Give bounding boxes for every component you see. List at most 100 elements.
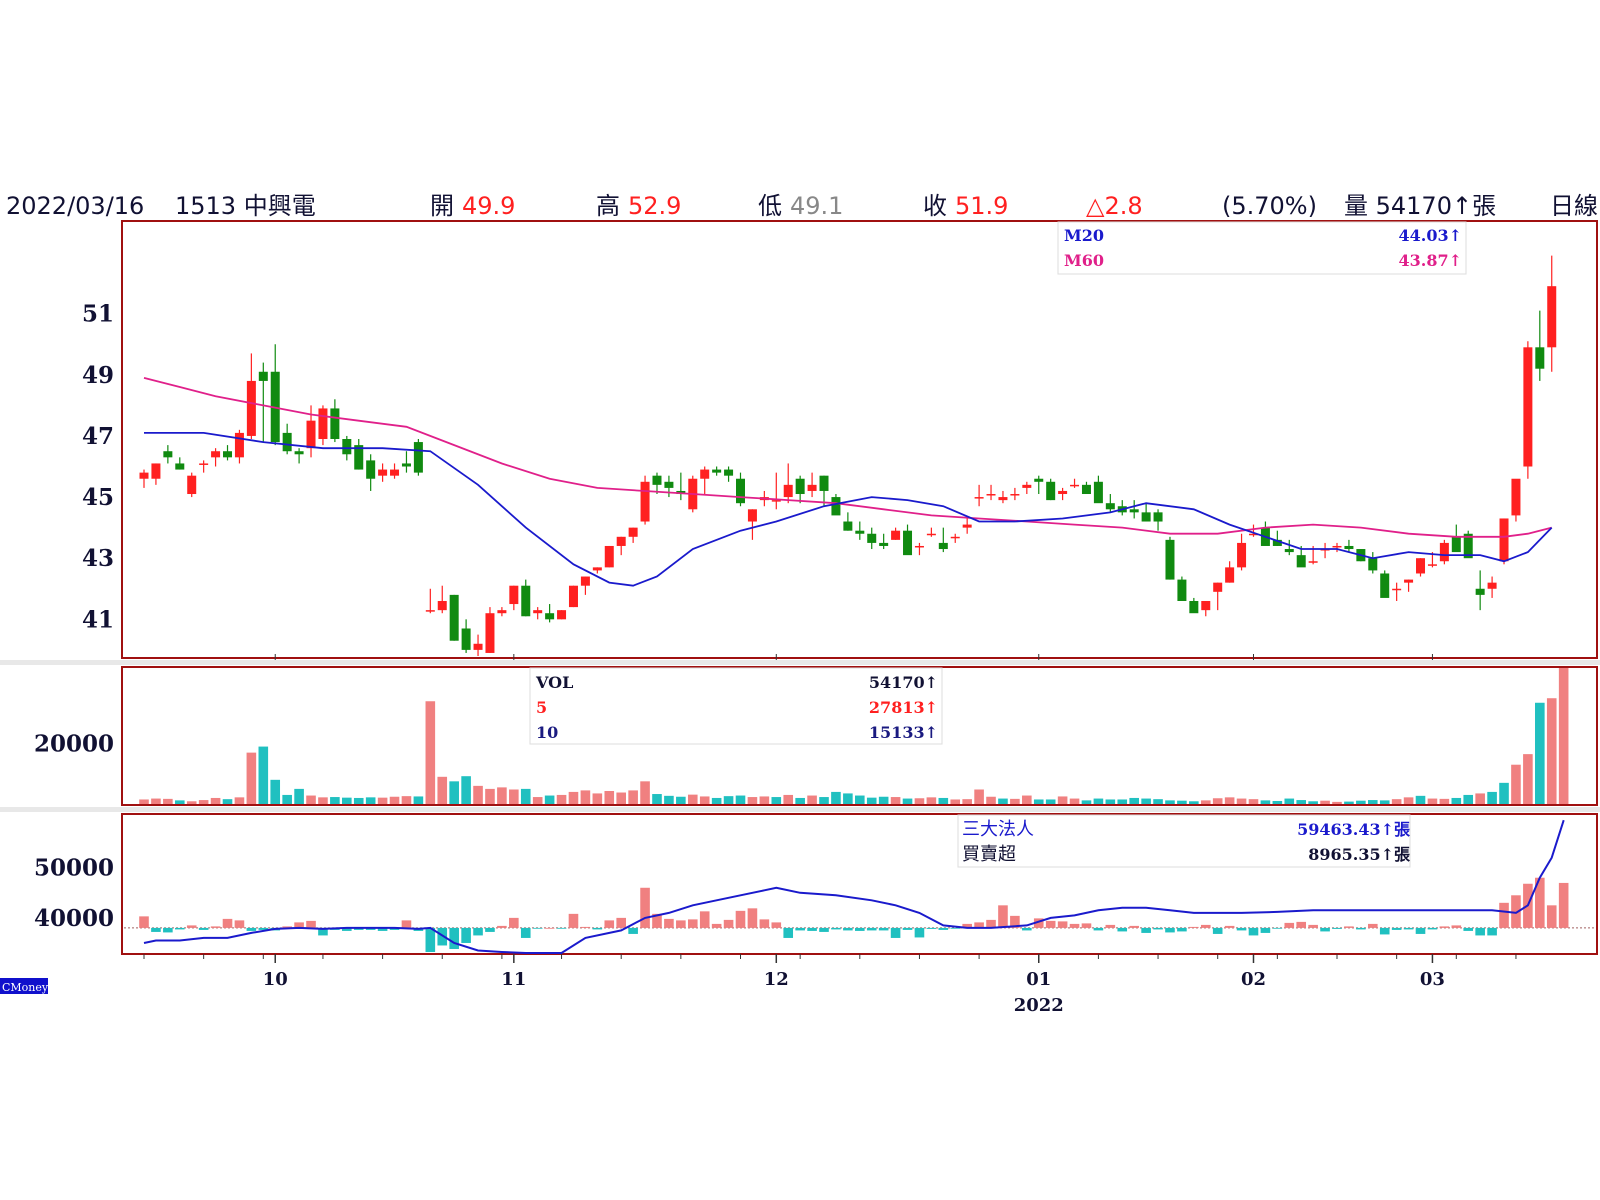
institution-bar <box>699 911 710 928</box>
volume-bar <box>556 794 567 804</box>
candle-body <box>509 585 519 605</box>
institution-bar <box>1403 927 1414 930</box>
candle-body <box>1272 539 1282 546</box>
candle-body <box>926 533 936 536</box>
volume-bar <box>914 798 925 804</box>
volume-bar <box>592 793 603 804</box>
institution-bar <box>652 913 662 928</box>
candle-body <box>1010 494 1020 496</box>
institution-bar-label: 買賣超 <box>962 844 1016 865</box>
x-tick-label: 12 <box>764 969 789 990</box>
volume-bar <box>974 789 984 804</box>
volume-bar <box>520 788 531 804</box>
volume-bar <box>461 776 471 804</box>
institution-bar <box>318 927 328 936</box>
volume-bar <box>878 796 889 804</box>
stock-name: 1513 中興電 <box>175 192 316 220</box>
candle-body <box>1022 484 1032 488</box>
candle-body <box>938 542 948 550</box>
m20-label: M20 <box>1064 226 1104 245</box>
institution-bar <box>628 927 638 934</box>
candle-body <box>1475 588 1485 595</box>
institution-bar <box>1499 902 1509 928</box>
institution-bar <box>855 927 865 931</box>
volume-bar <box>1403 797 1414 804</box>
candle-body <box>425 610 435 612</box>
volume-bar <box>449 781 459 804</box>
volume-bar <box>1010 798 1020 804</box>
institution-bar <box>711 923 722 928</box>
price-tick-label: 41 <box>82 606 114 633</box>
institution-bar <box>878 927 889 931</box>
vol-value: 54170↑ <box>869 673 938 692</box>
volume-bar <box>186 801 197 804</box>
price-plot: 41 43 45 47 49 51 <box>82 255 1557 656</box>
ma5-label: 5 <box>536 698 547 717</box>
candle-body <box>1392 588 1402 591</box>
institution-bar <box>1356 927 1366 930</box>
volume-bar <box>532 797 543 804</box>
candle-body <box>139 472 149 479</box>
volume-legend: VOL 54170↑ 5 27813↑ 10 15133↑ <box>529 667 943 745</box>
candle-body <box>1523 347 1533 467</box>
candle-body <box>962 524 972 528</box>
institution-bar <box>198 927 209 930</box>
candle-body <box>1248 533 1258 536</box>
candle-body <box>1416 558 1426 574</box>
candle-body <box>533 610 543 614</box>
institution-bar <box>1391 927 1402 930</box>
volume-bar <box>401 796 412 804</box>
volume-bar <box>1224 797 1235 804</box>
institution-bar <box>437 927 448 946</box>
candle-body <box>1427 564 1437 566</box>
institution-bar <box>616 917 626 928</box>
institution-bar <box>938 927 949 930</box>
candle-body <box>282 432 292 452</box>
institution-bar <box>866 927 877 931</box>
m60-line <box>143 377 1552 538</box>
open-value: 49.9 <box>462 192 515 220</box>
x-tick-label: 11 <box>501 969 526 990</box>
candle-body <box>211 451 221 458</box>
volume-bar <box>1200 800 1211 804</box>
volume-bar <box>342 797 352 804</box>
institution-bar <box>282 926 292 928</box>
institution-bar <box>592 927 603 930</box>
candle-body <box>1499 518 1509 562</box>
volume-bar <box>1487 791 1497 804</box>
x-tick-label: 02 <box>1241 969 1266 990</box>
volume-bar <box>1045 799 1056 804</box>
volume-bar <box>294 788 304 804</box>
institution-bar <box>497 925 507 928</box>
institution-bar <box>1558 882 1569 928</box>
ma10-label: 10 <box>536 723 558 742</box>
institution-bar <box>544 927 555 929</box>
volume-bar <box>652 794 662 804</box>
candle-body <box>1344 545 1354 550</box>
volume-bar <box>676 796 686 804</box>
institution-bar <box>461 927 471 943</box>
m60-value: 43.87↑ <box>1398 251 1462 270</box>
candle-body <box>199 463 209 465</box>
institution-bar <box>1189 926 1199 928</box>
institution-line <box>143 819 1565 954</box>
institution-bar <box>1105 924 1116 928</box>
institution-bar <box>771 922 782 928</box>
volume-bar <box>509 789 519 804</box>
institution-bar <box>1093 927 1104 931</box>
volume-bar <box>1320 800 1330 804</box>
candle-body <box>151 463 161 479</box>
candle-body <box>914 545 924 548</box>
institution-bar <box>723 919 734 928</box>
volume-bar <box>1141 798 1151 804</box>
candle-body <box>1058 490 1068 495</box>
volume-bar <box>1546 698 1557 804</box>
volume-bar <box>1272 800 1283 804</box>
volume-bar <box>1451 797 1462 804</box>
volume-bar <box>604 791 615 804</box>
volume-bar <box>413 796 424 804</box>
price-tick-label: 49 <box>82 362 114 389</box>
institution-legend-box <box>957 814 1411 868</box>
m20-line <box>144 432 1553 587</box>
institution-bar <box>1272 927 1283 929</box>
